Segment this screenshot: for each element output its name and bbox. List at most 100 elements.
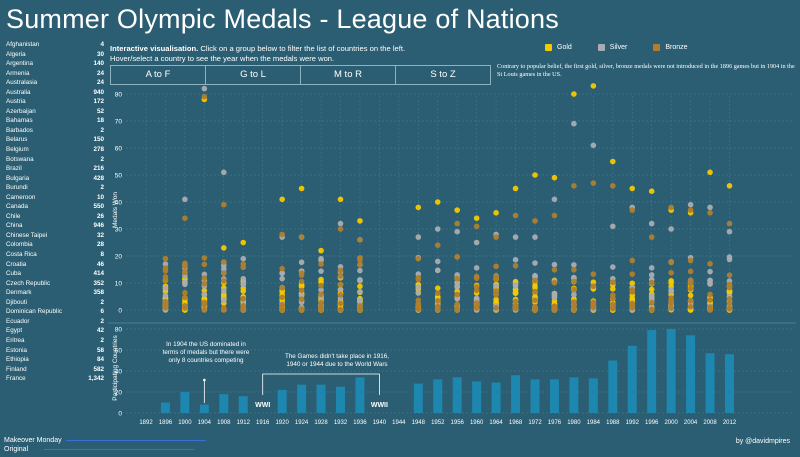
country-row[interactable]: Austria 172 (6, 97, 104, 107)
country-row[interactable]: Botswana 2 (6, 155, 104, 165)
medal-point-bronze (571, 183, 577, 189)
medal-point-bronze (357, 237, 363, 243)
medal-point-silver (221, 169, 227, 176)
country-row[interactable]: Estonia 58 (6, 346, 104, 356)
country-row[interactable]: Armenia 24 (6, 69, 104, 79)
medal-point-gold (357, 283, 363, 290)
country-row[interactable]: Ecuador 2 (6, 317, 104, 327)
country-row[interactable]: Brazil 216 (6, 164, 104, 174)
participation-bar (725, 354, 734, 413)
country-name: Finland (6, 365, 27, 373)
medal-point-bronze (162, 255, 169, 262)
medal-point-gold (629, 185, 636, 192)
legend-label: Bronze (665, 44, 688, 51)
country-row[interactable]: France 1,342 (6, 374, 104, 384)
medal-point-bronze (532, 297, 538, 304)
country-medal-count: 52 (96, 107, 104, 115)
country-row[interactable]: Dominican Republic 6 (6, 307, 104, 317)
annotation-world-wars-bracket (262, 373, 380, 395)
country-name: Czech Republic (6, 279, 51, 287)
medal-point-bronze (610, 305, 616, 312)
country-row[interactable]: Chile 26 (6, 212, 104, 222)
medal-point-gold (298, 185, 305, 192)
country-row[interactable]: Australia 940 (6, 88, 104, 98)
medal-point-silver (162, 292, 169, 299)
medal-point-gold (337, 196, 344, 203)
country-row[interactable]: Djibouti 2 (6, 298, 104, 308)
country-row[interactable]: Cameroon 10 (6, 193, 104, 203)
medal-point-bronze (532, 304, 538, 311)
medal-point-gold (610, 158, 616, 165)
participation-bar (530, 379, 540, 413)
country-row[interactable]: Ethiopia 84 (6, 355, 104, 365)
country-row[interactable]: Cuba 414 (6, 269, 104, 279)
country-row[interactable]: Colombia 28 (6, 240, 104, 250)
country-row[interactable]: Finland 582 (6, 365, 104, 375)
country-row[interactable]: China 946 (6, 221, 104, 231)
medal-point-bronze (337, 306, 344, 313)
medal-point-bronze (648, 279, 655, 286)
medal-point-bronze (590, 299, 597, 305)
country-row[interactable]: Belgium 278 (6, 145, 104, 155)
medal-point-gold (221, 245, 227, 251)
participation-bar (608, 360, 618, 413)
makeover-monday-link[interactable]: Makeover Monday (4, 437, 62, 444)
country-row[interactable]: Australasia 24 (6, 78, 104, 88)
group-button[interactable]: M to R (300, 65, 396, 85)
country-row[interactable]: Barbados 2 (6, 126, 104, 136)
participation-bar (686, 335, 696, 413)
x-tick-label: 2008 (703, 420, 717, 426)
medal-point-bronze (240, 296, 247, 302)
country-row[interactable]: Azerbaijan 52 (6, 107, 104, 117)
bar-y-axis-label: Participating Countries (112, 335, 119, 401)
medal-point-bronze (707, 297, 713, 303)
x-tick-label: 1988 (606, 420, 620, 426)
country-row[interactable]: Chinese Taipei 32 (6, 231, 104, 241)
country-medal-count: 24 (96, 69, 104, 77)
medal-point-bronze (318, 282, 324, 289)
country-row[interactable]: Belarus 150 (6, 135, 104, 145)
medal-point-bronze (279, 294, 285, 301)
country-row[interactable]: Bahamas 18 (6, 116, 104, 126)
medal-point-bronze (182, 305, 188, 311)
country-row[interactable]: Czech Republic 352 (6, 279, 104, 289)
participation-bar (452, 377, 462, 413)
author-credit: by @davidmpires (735, 438, 790, 445)
medal-point-bronze (434, 290, 441, 297)
legend-item[interactable]: Silver (597, 44, 627, 51)
medal-point-silver (726, 228, 733, 235)
country-row[interactable]: Egypt 42 (6, 326, 104, 336)
medal-point-bronze (473, 287, 480, 294)
x-tick-label: 1948 (412, 420, 426, 426)
country-name: Algeria (6, 50, 26, 58)
medal-point-bronze (357, 255, 363, 261)
medal-point-bronze (629, 207, 636, 213)
country-name: Bulgaria (6, 174, 30, 182)
country-row[interactable]: Canada 550 (6, 202, 104, 212)
country-row[interactable]: Denmark 358 (6, 288, 104, 298)
medal-point-bronze (629, 257, 636, 264)
country-row[interactable]: Burundi 2 (6, 183, 104, 193)
legend-item[interactable]: Gold (545, 44, 572, 51)
medal-point-bronze (182, 215, 188, 221)
country-row[interactable]: Argentina 140 (6, 59, 104, 69)
legend-item[interactable]: Bronze (653, 44, 688, 51)
country-row[interactable]: Bulgaria 428 (6, 174, 104, 184)
country-row[interactable]: Costa Rica 8 (6, 250, 104, 260)
medal-point-gold (493, 299, 499, 305)
medal-point-silver (337, 286, 344, 293)
participation-bar (588, 378, 598, 413)
country-row[interactable]: Croatia 46 (6, 260, 104, 270)
x-tick-label: 1956 (451, 420, 465, 426)
bar-y-tick-label: 80 (115, 327, 123, 334)
medal-point-bronze (629, 271, 636, 277)
original-link[interactable]: Original (4, 446, 29, 453)
group-button[interactable]: S to Z (395, 65, 491, 85)
country-row[interactable]: Algeria 30 (6, 50, 104, 60)
country-row[interactable]: Afghanistan 4 (6, 40, 104, 50)
scatter-y-tick-label: 10 (115, 281, 123, 288)
medal-point-bronze (357, 262, 363, 268)
country-row[interactable]: Eritrea 2 (6, 336, 104, 346)
medal-point-bronze (337, 281, 344, 288)
x-tick-label: 1892 (139, 420, 153, 426)
